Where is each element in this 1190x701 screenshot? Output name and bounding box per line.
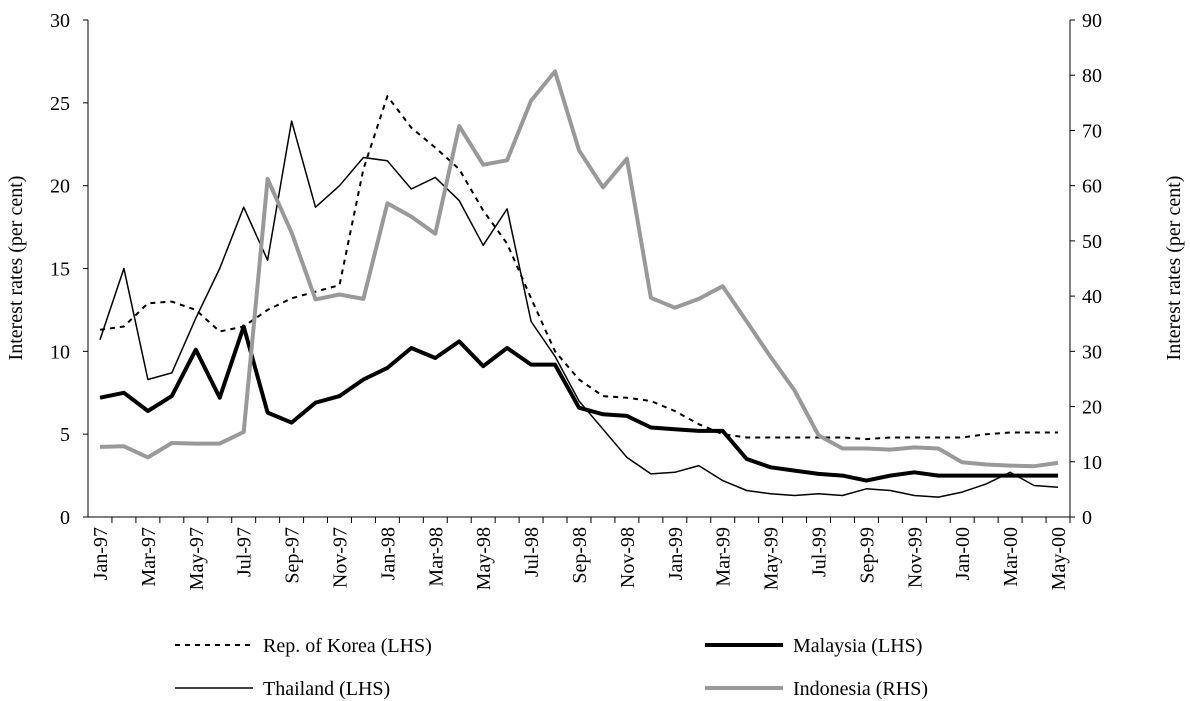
- y2-tick-label: 20: [1082, 397, 1102, 419]
- x-tick-label: Jul-98: [521, 527, 543, 577]
- y2-tick-label: 30: [1082, 341, 1102, 363]
- x-tick-label: Mar-00: [1000, 527, 1022, 587]
- x-tick-label: Mar-99: [713, 527, 735, 587]
- x-tick-label: Mar-97: [138, 527, 160, 587]
- legend-label: Malaysia (LHS): [793, 635, 922, 657]
- x-tick-label: Sep-97: [282, 527, 304, 584]
- legend-label: Indonesia (RHS): [793, 678, 928, 700]
- y2-tick-label: 0: [1082, 507, 1092, 529]
- series-line: [99, 324, 1058, 483]
- x-tick-label: Jul-97: [234, 527, 256, 577]
- x-tick-label: Nov-97: [329, 527, 351, 588]
- y-axis-label: Interest rates (per cent): [5, 176, 27, 361]
- y2-axis-label: Interest rates (per cent): [1163, 176, 1185, 361]
- y-tick-label: 25: [50, 93, 70, 115]
- y2-tick-label: 50: [1082, 231, 1102, 253]
- y2-tick-label: 90: [1082, 10, 1102, 32]
- x-tick-label: Sep-98: [569, 527, 591, 584]
- y2-tick-label: 70: [1082, 120, 1102, 142]
- x-tick-label: Nov-98: [617, 527, 639, 588]
- y2-tick-label: 80: [1082, 65, 1102, 87]
- y2-tick-label: 10: [1082, 452, 1102, 474]
- series-line: [99, 69, 1059, 469]
- x-tick-label: May-99: [761, 527, 783, 590]
- x-tick-label: Jan-00: [952, 527, 974, 580]
- x-tick-label: Jan-99: [665, 527, 687, 580]
- legend-label: Thailand (LHS): [263, 678, 390, 700]
- x-tick-label: Jan-97: [90, 527, 112, 580]
- series-line: [99, 120, 1059, 498]
- x-tick-label: Sep-99: [856, 527, 878, 584]
- x-tick-label: Nov-99: [904, 527, 926, 588]
- x-tick-label: May-00: [1048, 527, 1070, 590]
- y2-tick-label: 40: [1082, 286, 1102, 308]
- y2-tick-label: 60: [1082, 176, 1102, 198]
- x-tick-label: Jan-98: [377, 527, 399, 580]
- y-tick-label: 20: [50, 176, 70, 198]
- x-tick-label: Jul-99: [809, 527, 831, 577]
- x-tick-label: May-97: [186, 527, 208, 590]
- y-tick-label: 15: [50, 259, 70, 281]
- y-tick-label: 30: [50, 10, 70, 32]
- y-tick-label: 5: [60, 424, 70, 446]
- y-tick-label: 0: [60, 507, 70, 529]
- x-tick-label: May-98: [473, 527, 495, 590]
- x-tick-label: Mar-98: [425, 527, 447, 587]
- y-tick-label: 10: [50, 341, 70, 363]
- series-line: [99, 95, 1058, 441]
- legend-label: Rep. of Korea (LHS): [263, 635, 432, 657]
